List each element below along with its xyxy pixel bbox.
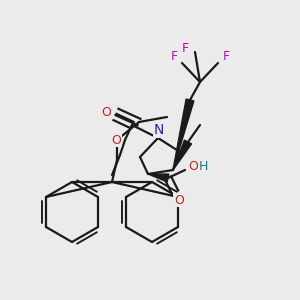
Text: O: O [174, 194, 184, 206]
Text: O: O [111, 134, 121, 146]
Polygon shape [148, 174, 169, 182]
Text: O: O [101, 106, 111, 119]
Text: O: O [188, 160, 198, 172]
Polygon shape [173, 99, 194, 170]
Text: N: N [154, 123, 164, 137]
Polygon shape [173, 140, 191, 170]
Text: F: F [170, 50, 178, 64]
Text: H: H [198, 160, 208, 172]
Text: F: F [222, 50, 230, 64]
Text: F: F [182, 43, 189, 56]
